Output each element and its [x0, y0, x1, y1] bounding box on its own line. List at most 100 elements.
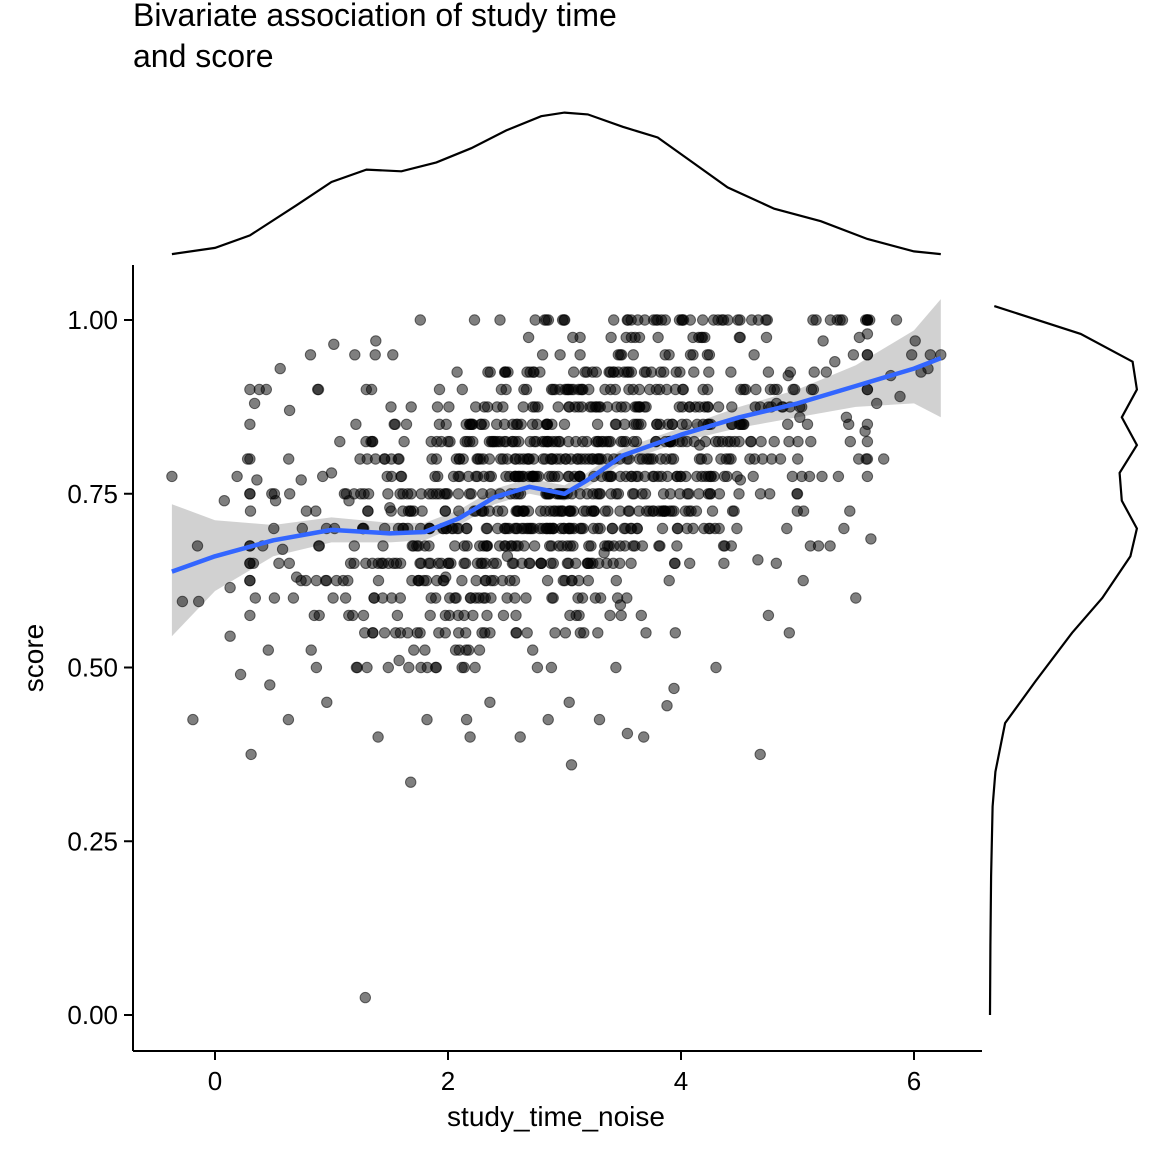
data-point	[567, 505, 580, 517]
data-point	[463, 488, 476, 500]
data-point	[587, 505, 600, 517]
data-point	[405, 776, 417, 788]
data-point	[378, 627, 391, 639]
data-point	[423, 540, 435, 552]
data-point	[283, 557, 295, 569]
data-point	[453, 453, 466, 465]
data-point	[608, 366, 620, 378]
data-point	[509, 592, 521, 604]
data-point	[495, 383, 508, 396]
data-point	[247, 557, 260, 569]
data-point	[511, 505, 524, 517]
data-point	[470, 401, 482, 413]
data-point	[473, 644, 486, 656]
data-point	[762, 366, 775, 378]
data-point	[444, 592, 456, 604]
data-point	[593, 557, 605, 569]
data-point	[350, 418, 362, 430]
data-point	[488, 574, 500, 587]
data-point	[545, 557, 557, 569]
data-point	[797, 574, 809, 587]
data-point	[429, 661, 442, 674]
data-point	[608, 314, 620, 326]
data-point	[543, 470, 555, 483]
data-point	[493, 540, 506, 552]
y-density-curve	[988, 305, 1139, 1016]
data-point	[792, 453, 804, 465]
data-point	[677, 383, 689, 396]
data-point	[554, 349, 566, 361]
data-point	[481, 522, 493, 535]
data-point	[398, 435, 410, 448]
data-point	[514, 470, 526, 483]
data-point	[193, 595, 205, 608]
data-point	[231, 470, 243, 483]
data-point	[748, 349, 760, 361]
data-point	[894, 390, 906, 403]
data-point	[675, 470, 687, 483]
data-point	[706, 505, 719, 517]
data-point	[402, 627, 414, 639]
data-point	[287, 592, 300, 604]
data-point	[310, 505, 322, 517]
data-point	[521, 453, 533, 465]
data-point	[625, 522, 637, 535]
data-point	[838, 522, 850, 535]
data-point	[861, 435, 874, 448]
data-point	[377, 540, 389, 552]
data-point	[640, 366, 652, 378]
data-point	[516, 557, 528, 569]
data-point	[384, 502, 396, 514]
data-point	[666, 418, 679, 430]
data-point	[734, 474, 747, 486]
data-point	[484, 696, 496, 708]
data-point	[412, 540, 425, 552]
data-point	[639, 488, 652, 500]
data-point	[432, 470, 444, 483]
data-point	[461, 435, 473, 448]
data-point	[244, 418, 256, 430]
data-point	[284, 488, 296, 500]
data-point	[630, 435, 643, 448]
data-point	[712, 401, 725, 413]
data-point	[390, 557, 403, 569]
data-point	[319, 574, 332, 587]
data-point	[520, 592, 532, 604]
data-point	[529, 401, 541, 413]
data-point	[541, 574, 554, 587]
data-point	[531, 661, 544, 674]
data-point	[701, 453, 713, 465]
data-point	[283, 404, 296, 417]
data-point	[630, 470, 642, 483]
data-point	[570, 609, 582, 622]
data-point	[850, 592, 862, 604]
data-point	[511, 522, 523, 535]
data-point	[699, 331, 711, 344]
data-point	[304, 349, 317, 361]
data-point	[416, 505, 428, 517]
data-point	[702, 401, 714, 413]
data-point	[704, 488, 716, 500]
data-point	[627, 540, 639, 552]
data-point	[621, 592, 633, 604]
data-point	[610, 418, 622, 430]
data-point	[439, 609, 452, 622]
data-point	[361, 453, 373, 465]
data-point	[623, 505, 636, 517]
data-point	[614, 470, 627, 483]
data-point	[433, 627, 445, 639]
data-point	[755, 435, 767, 448]
data-point	[764, 488, 776, 500]
data-point	[693, 488, 705, 500]
data-point	[656, 522, 669, 535]
data-point	[640, 627, 652, 639]
data-point	[674, 488, 686, 500]
data-point	[502, 366, 514, 378]
data-point	[633, 331, 646, 344]
data-point	[538, 314, 551, 326]
data-point	[684, 401, 696, 413]
data-point	[313, 540, 325, 552]
data-point	[864, 314, 876, 326]
data-point	[362, 505, 374, 517]
data-point	[343, 495, 355, 507]
